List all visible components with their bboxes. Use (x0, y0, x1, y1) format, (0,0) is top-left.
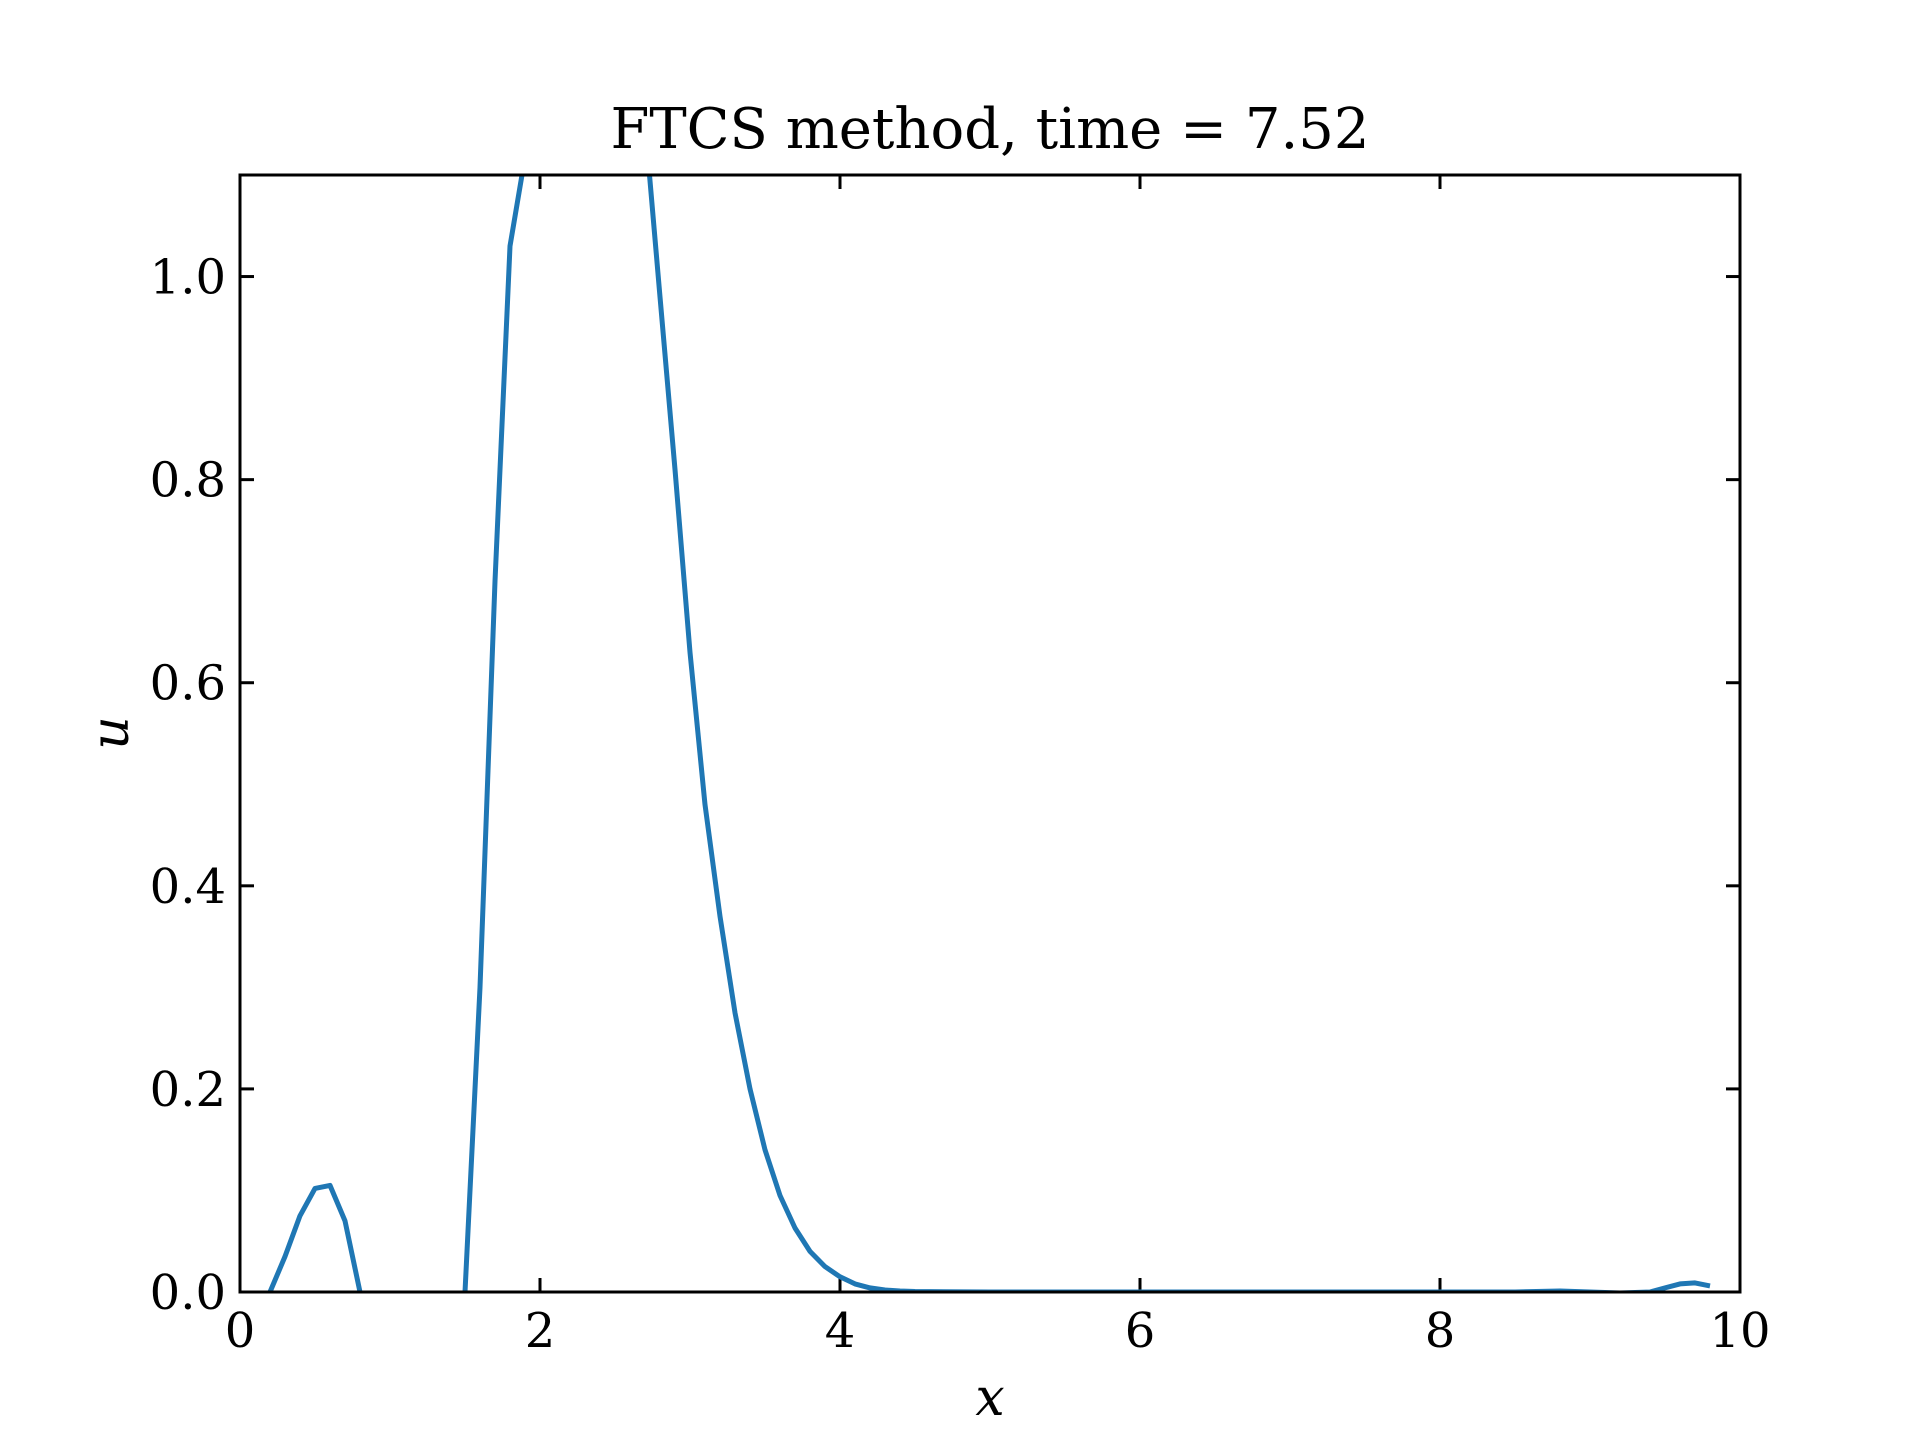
y-tick-label-5: 1.0 (150, 250, 226, 306)
plot-frame (238, 173, 1742, 1294)
x-tick-label-2: 4 (825, 1303, 856, 1359)
y-tick-label-2: 0.4 (150, 859, 226, 915)
tick-labels: 0 2 4 6 8 10 0.0 0.2 0.4 0.6 0.8 1.0 (150, 250, 1771, 1359)
x-tick-label-3: 6 (1125, 1303, 1156, 1359)
x-axis-label: x (975, 1368, 1004, 1428)
x-tick-label-0: 0 (225, 1303, 256, 1359)
x-tick-label-4: 8 (1425, 1303, 1456, 1359)
y-axis-label: u (81, 716, 141, 750)
x-tick-label-5: 10 (1709, 1303, 1770, 1359)
y-tick-label-3: 0.6 (150, 656, 226, 712)
x-tick-label-1: 2 (525, 1303, 556, 1359)
y-tick-label-1: 0.2 (150, 1062, 226, 1118)
series-line (267, 175, 1711, 1292)
chart-title: FTCS method, time = 7.52 (610, 97, 1369, 162)
y-tick-label-0: 0.0 (150, 1265, 226, 1321)
y-tick-label-4: 0.8 (150, 453, 226, 509)
